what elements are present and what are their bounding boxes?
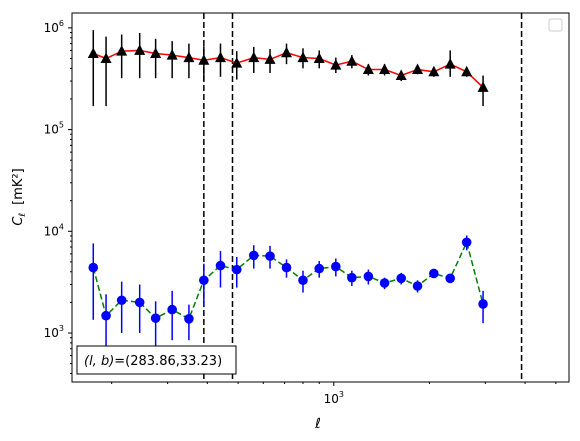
data-point bbox=[214, 51, 226, 63]
data-point bbox=[231, 57, 243, 68]
data-point bbox=[429, 268, 439, 279]
data-point bbox=[264, 53, 276, 64]
data-point bbox=[395, 69, 407, 81]
data-point bbox=[477, 81, 489, 92]
axes-frame bbox=[71, 12, 570, 383]
y-tick-label-exponent: 6 bbox=[59, 19, 64, 28]
x-tick-label-exponent: 3 bbox=[339, 390, 344, 399]
y-axis-label-unit: [mK²] bbox=[11, 168, 26, 205]
x-axis-label: ℓ bbox=[314, 416, 321, 432]
annotation-box: (l, b)=(283.86,33.23) bbox=[76, 345, 237, 375]
data-point bbox=[281, 262, 292, 273]
data-point bbox=[379, 278, 390, 288]
data-point bbox=[88, 262, 99, 273]
data-point bbox=[231, 264, 242, 275]
annotation-prefix: (l, b) bbox=[84, 354, 114, 369]
data-point bbox=[150, 47, 162, 58]
data-point bbox=[167, 304, 177, 315]
data-point bbox=[297, 51, 309, 63]
data-point bbox=[314, 263, 325, 274]
x-tick-label-base: 10 bbox=[324, 392, 339, 406]
data-point bbox=[248, 250, 259, 261]
y-tick-label: 104 bbox=[44, 222, 64, 238]
data-point bbox=[461, 237, 472, 248]
data-point bbox=[412, 63, 424, 74]
y-tick-label-exponent: 3 bbox=[59, 324, 64, 333]
data-point bbox=[298, 275, 308, 286]
y-tick-label: 103 bbox=[44, 324, 64, 340]
annotation-value: =(283.86,33.23) bbox=[114, 354, 222, 369]
data-point bbox=[215, 260, 226, 271]
y-tick-label-exponent: 4 bbox=[59, 222, 64, 231]
data-point bbox=[331, 261, 341, 272]
y-tick-label: 105 bbox=[44, 121, 64, 137]
data-point bbox=[445, 273, 455, 284]
data-point bbox=[116, 295, 127, 306]
y-tick-label-base: 10 bbox=[44, 21, 59, 35]
x-tick-label: 103 bbox=[324, 390, 344, 406]
data-point bbox=[198, 54, 210, 65]
plot-content bbox=[87, 13, 523, 382]
data-point bbox=[363, 271, 374, 282]
legend-box bbox=[548, 18, 563, 32]
data-point bbox=[362, 63, 374, 74]
data-point bbox=[166, 49, 178, 60]
annotation-frame bbox=[76, 345, 237, 375]
data-point bbox=[248, 51, 260, 63]
data-point bbox=[101, 310, 111, 321]
data-point bbox=[330, 59, 342, 70]
data-point bbox=[281, 46, 293, 58]
y-tick-label-base: 10 bbox=[44, 123, 59, 137]
y-axis-label-symbol: C bbox=[11, 216, 26, 226]
data-point bbox=[199, 275, 209, 286]
data-point bbox=[379, 63, 391, 74]
data-point bbox=[87, 47, 99, 58]
data-point bbox=[396, 273, 406, 284]
y-tick-label-base: 10 bbox=[44, 224, 59, 238]
series-1 bbox=[88, 235, 488, 359]
svg-text:Cℓ[mK²]: Cℓ [mK²] bbox=[11, 168, 28, 225]
y-axis-label: Cℓ [mK²] bbox=[11, 168, 28, 225]
y-axis-label-subscript: ℓ bbox=[18, 213, 28, 218]
data-point bbox=[428, 65, 440, 77]
data-point bbox=[347, 272, 357, 283]
data-point bbox=[346, 55, 358, 66]
y-tick-label-base: 10 bbox=[44, 326, 59, 340]
y-tick-label: 106 bbox=[44, 19, 64, 35]
data-point bbox=[313, 52, 325, 63]
data-point bbox=[265, 251, 275, 261]
series-0 bbox=[87, 30, 489, 107]
data-point bbox=[134, 297, 145, 308]
data-point bbox=[444, 58, 456, 69]
annotation-text: (l, b)=(283.86,33.23) bbox=[84, 354, 222, 369]
data-point bbox=[412, 281, 423, 291]
data-point bbox=[183, 51, 195, 63]
y-tick-label-exponent: 5 bbox=[59, 121, 64, 130]
data-point bbox=[116, 45, 128, 56]
series-line bbox=[92, 240, 484, 320]
data-point bbox=[134, 44, 146, 55]
data-point bbox=[478, 299, 488, 309]
data-point bbox=[461, 65, 473, 77]
data-point bbox=[184, 313, 194, 324]
data-point bbox=[100, 52, 112, 63]
data-point bbox=[150, 313, 161, 323]
